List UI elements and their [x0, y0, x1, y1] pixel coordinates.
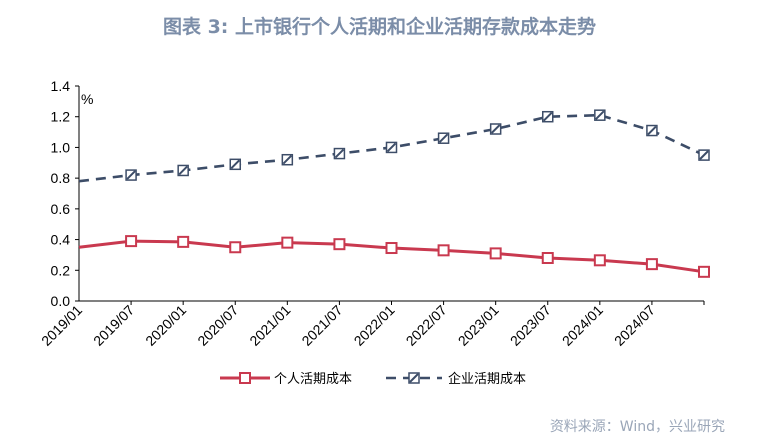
x-tick-label: 2022/07 [403, 302, 450, 349]
chart-title: 图表 3: 上市银行个人活期和企业活期存款成本走势 [162, 16, 597, 38]
corporate-point-slash [282, 155, 293, 165]
x-tick-label: 2024/07 [611, 302, 658, 349]
corporate-point [281, 153, 294, 166]
corporate-point-slash [386, 142, 397, 153]
personal-point [541, 252, 554, 264]
corporate-point-slash [595, 110, 605, 120]
corporate-point-slash [334, 148, 345, 159]
x-tick-label: 2021/07 [298, 302, 345, 349]
series-markers [125, 109, 710, 278]
y-tick-label: 1.0 [51, 139, 71, 155]
corporate-point [333, 147, 346, 160]
personal-point [125, 235, 138, 248]
y-tick-label: 1.2 [51, 109, 71, 125]
y-tick-label: 0.8 [51, 170, 71, 186]
corporate-point [489, 123, 502, 135]
x-tick-label: 2019/07 [90, 302, 137, 349]
y-tick-label: 0.6 [51, 201, 71, 217]
corporate-point [646, 124, 658, 137]
personal-point [698, 265, 710, 278]
personal-point [593, 254, 606, 267]
x-tick-label: 2022/01 [351, 302, 398, 349]
y-tick-label: 0.4 [51, 232, 71, 248]
legend: 个人活期成本 企业活期成本 [220, 371, 526, 387]
x-tick-label: 2021/01 [246, 302, 293, 349]
personal-point [489, 247, 502, 260]
corporate-point-slash [126, 170, 136, 180]
corporate-point [385, 141, 398, 154]
y-tick-label: 0.2 [51, 262, 71, 278]
personal-point [177, 235, 190, 248]
corporate-point-slash [230, 159, 240, 170]
corporate-point-slash [490, 124, 501, 134]
corporate-point [594, 109, 606, 121]
y-tick-label: 0.0 [51, 293, 71, 309]
corporate-point-slash [178, 165, 188, 176]
personal-point [645, 258, 658, 271]
corporate-point [125, 169, 137, 181]
x-tick-label: 2023/07 [507, 302, 554, 349]
corporate-point [542, 110, 554, 123]
x-tick-label: 2023/01 [455, 302, 502, 349]
personal-point [229, 241, 242, 254]
corporate-point [177, 164, 189, 177]
x-tick-label: 2024/01 [559, 302, 606, 349]
legend-personal-label: 个人活期成本 [274, 372, 352, 387]
corporate-point-slash [647, 125, 657, 136]
corporate-point-slash [438, 133, 449, 143]
y-tick-label: 1.4 [51, 78, 71, 94]
personal-point [385, 242, 398, 255]
legend-corporate-label: 企业活期成本 [448, 371, 526, 387]
x-tick-label: 2020/07 [194, 302, 241, 349]
legend-corporate-slash [409, 373, 419, 383]
corporate-point [437, 132, 450, 144]
legend-personal-marker [239, 372, 251, 384]
personal-point [281, 236, 294, 249]
corporate-point [698, 149, 710, 161]
corporate-point-slash [543, 112, 553, 122]
personal-point [437, 244, 450, 257]
corporate-point-slash [699, 150, 709, 160]
personal-point [333, 238, 346, 251]
corporate-point [229, 158, 241, 171]
x-tick-label: 2020/01 [142, 302, 189, 349]
source-note: 资料来源：Wind，兴业研究 [549, 419, 725, 435]
y-unit-label: % [81, 91, 93, 107]
